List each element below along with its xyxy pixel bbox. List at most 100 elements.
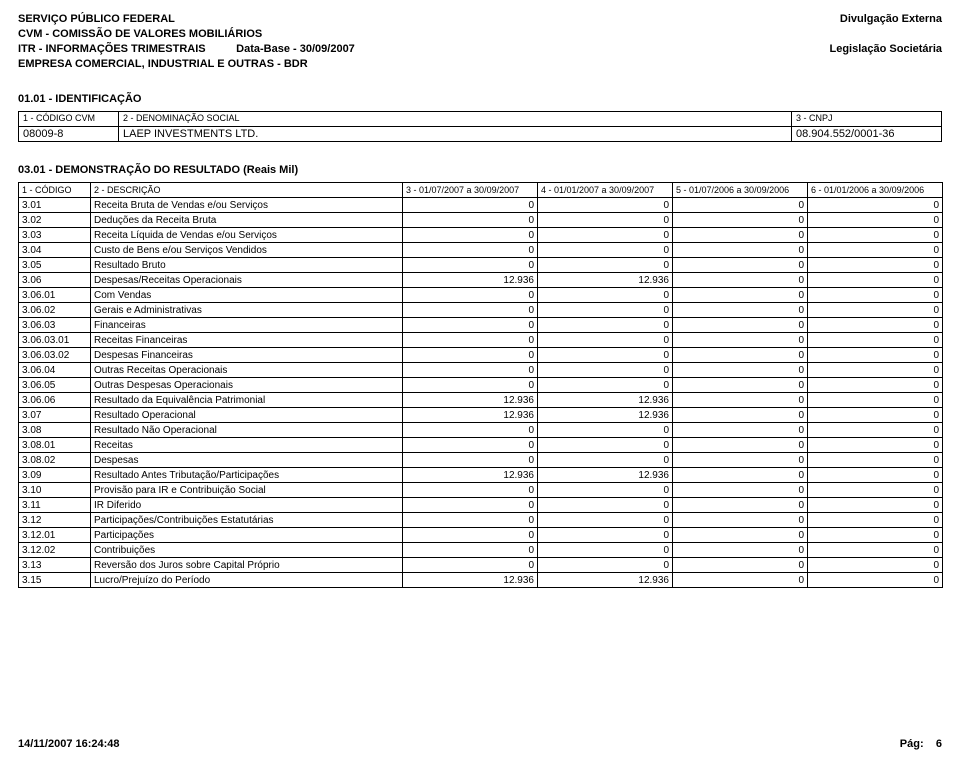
cell-v3: 0 xyxy=(673,198,808,213)
cell-v2: 12.936 xyxy=(538,273,673,288)
cell-v4: 0 xyxy=(808,318,943,333)
cell-v1: 0 xyxy=(403,483,538,498)
cell-v1: 12.936 xyxy=(403,393,538,408)
cell-v2: 0 xyxy=(538,528,673,543)
cell-v3: 0 xyxy=(673,498,808,513)
cell-v1: 0 xyxy=(403,198,538,213)
cell-code: 3.06 xyxy=(19,273,91,288)
table-row: 3.04Custo de Bens e/ou Serviços Vendidos… xyxy=(19,243,943,258)
page-footer: 14/11/2007 16:24:48 Pág: 6 xyxy=(18,738,942,750)
table-row: 3.12Participações/Contribuições Estatutá… xyxy=(19,513,943,528)
result-h6: 6 - 01/01/2006 a 30/09/2006 xyxy=(808,183,943,198)
table-row: 3.07Resultado Operacional12.93612.93600 xyxy=(19,408,943,423)
cell-v2: 0 xyxy=(538,513,673,528)
cell-desc: Despesas Financeiras xyxy=(91,348,403,363)
footer-page-label: Pág: xyxy=(900,738,924,750)
cell-desc: Custo de Bens e/ou Serviços Vendidos xyxy=(91,243,403,258)
ident-section-title: 01.01 - IDENTIFICAÇÃO xyxy=(18,93,942,105)
table-row: 3.08Resultado Não Operacional0000 xyxy=(19,423,943,438)
cell-v2: 0 xyxy=(538,318,673,333)
cell-desc: IR Diferido xyxy=(91,498,403,513)
cell-code: 3.01 xyxy=(19,198,91,213)
cell-v3: 0 xyxy=(673,318,808,333)
cell-v4: 0 xyxy=(808,378,943,393)
table-row: 3.08.02Despesas0000 xyxy=(19,453,943,468)
header-itr: ITR - INFORMAÇÕES TRIMESTRAIS xyxy=(18,43,206,55)
cell-v3: 0 xyxy=(673,408,808,423)
result-h5: 5 - 01/07/2006 a 30/09/2006 xyxy=(673,183,808,198)
table-row: 3.06.01Com Vendas0000 xyxy=(19,288,943,303)
table-row: 3.02Deduções da Receita Bruta0000 xyxy=(19,213,943,228)
cell-desc: Participações/Contribuições Estatutárias xyxy=(91,513,403,528)
page-header: SERVIÇO PÚBLICO FEDERAL CVM - COMISSÃO D… xyxy=(18,12,942,71)
cell-v1: 0 xyxy=(403,318,538,333)
header-r1: Divulgação Externa xyxy=(830,12,943,27)
cell-desc: Resultado Não Operacional xyxy=(91,423,403,438)
cell-v3: 0 xyxy=(673,228,808,243)
cell-code: 3.08.02 xyxy=(19,453,91,468)
header-r2: Legislação Societária xyxy=(830,42,943,57)
cell-code: 3.03 xyxy=(19,228,91,243)
cell-v3: 0 xyxy=(673,213,808,228)
cell-v4: 0 xyxy=(808,333,943,348)
cell-desc: Receita Líquida de Vendas e/ou Serviços xyxy=(91,228,403,243)
cell-desc: Lucro/Prejuízo do Período xyxy=(91,573,403,588)
cell-v3: 0 xyxy=(673,453,808,468)
cell-v4: 0 xyxy=(808,348,943,363)
table-row: 3.06.03Financeiras0000 xyxy=(19,318,943,333)
cell-code: 3.06.01 xyxy=(19,288,91,303)
cell-v2: 0 xyxy=(538,543,673,558)
cell-v4: 0 xyxy=(808,513,943,528)
cell-code: 3.10 xyxy=(19,483,91,498)
cell-desc: Receitas xyxy=(91,438,403,453)
footer-timestamp: 14/11/2007 16:24:48 xyxy=(18,738,120,750)
cell-v3: 0 xyxy=(673,528,808,543)
cell-code: 3.06.05 xyxy=(19,378,91,393)
cell-v1: 0 xyxy=(403,423,538,438)
cell-v1: 0 xyxy=(403,513,538,528)
cell-desc: Provisão para IR e Contribuição Social xyxy=(91,483,403,498)
cell-desc: Com Vendas xyxy=(91,288,403,303)
cell-code: 3.08.01 xyxy=(19,438,91,453)
cell-desc: Resultado da Equivalência Patrimonial xyxy=(91,393,403,408)
cell-v4: 0 xyxy=(808,468,943,483)
cell-v4: 0 xyxy=(808,483,943,498)
cell-v3: 0 xyxy=(673,513,808,528)
cell-desc: Receitas Financeiras xyxy=(91,333,403,348)
result-h3: 3 - 01/07/2007 a 30/09/2007 xyxy=(403,183,538,198)
cell-v4: 0 xyxy=(808,363,943,378)
cell-v4: 0 xyxy=(808,438,943,453)
cell-desc: Outras Despesas Operacionais xyxy=(91,378,403,393)
table-row: 3.12.02Contribuições0000 xyxy=(19,543,943,558)
cell-v1: 12.936 xyxy=(403,408,538,423)
cell-v2: 0 xyxy=(538,453,673,468)
cell-desc: Resultado Antes Tributação/Participações xyxy=(91,468,403,483)
table-row: 3.01Receita Bruta de Vendas e/ou Serviço… xyxy=(19,198,943,213)
ident-table: 1 - CÓDIGO CVM 2 - DENOMINAÇÃO SOCIAL 3 … xyxy=(18,111,942,142)
cell-v2: 0 xyxy=(538,363,673,378)
cell-v4: 0 xyxy=(808,228,943,243)
cell-v4: 0 xyxy=(808,573,943,588)
ident-c2-value: LAEP INVESTMENTS LTD. xyxy=(119,127,792,142)
cell-v1: 12.936 xyxy=(403,273,538,288)
cell-desc: Receita Bruta de Vendas e/ou Serviços xyxy=(91,198,403,213)
result-h1: 1 - CÓDIGO xyxy=(19,183,91,198)
cell-v2: 0 xyxy=(538,378,673,393)
cell-code: 3.13 xyxy=(19,558,91,573)
cell-code: 3.06.02 xyxy=(19,303,91,318)
result-section-title: 03.01 - DEMONSTRAÇÃO DO RESULTADO (Reais… xyxy=(18,164,942,176)
cell-v4: 0 xyxy=(808,543,943,558)
cell-v4: 0 xyxy=(808,258,943,273)
cell-v1: 0 xyxy=(403,543,538,558)
cell-v4: 0 xyxy=(808,303,943,318)
cell-v2: 0 xyxy=(538,258,673,273)
cell-code: 3.06.06 xyxy=(19,393,91,408)
cell-v3: 0 xyxy=(673,288,808,303)
cell-v2: 0 xyxy=(538,498,673,513)
ident-c3-label: 3 - CNPJ xyxy=(792,112,942,127)
cell-code: 3.09 xyxy=(19,468,91,483)
cell-v3: 0 xyxy=(673,363,808,378)
cell-desc: Despesas xyxy=(91,453,403,468)
cell-v1: 0 xyxy=(403,333,538,348)
footer-page: Pág: 6 xyxy=(900,738,942,750)
